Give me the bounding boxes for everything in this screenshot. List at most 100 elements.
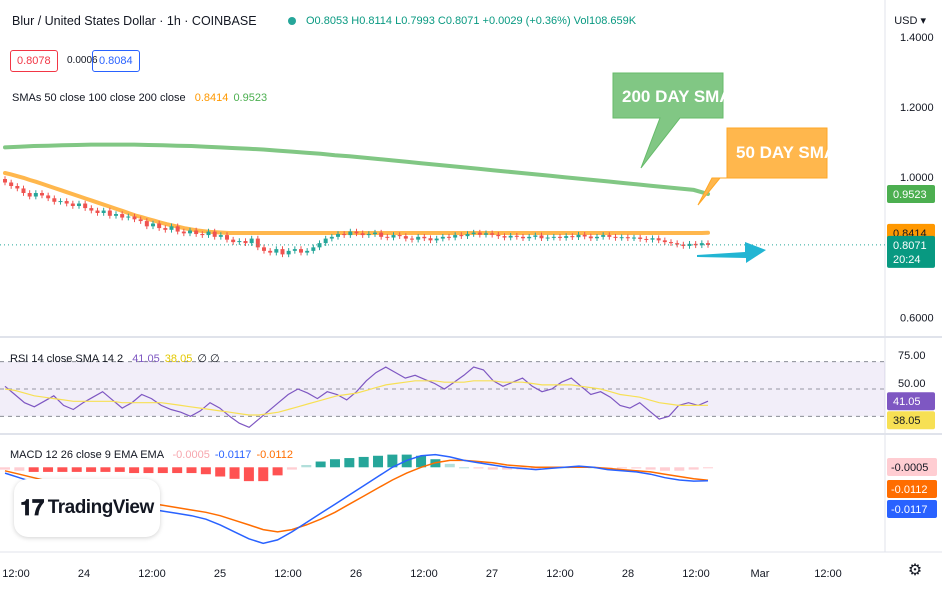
candle-body <box>527 236 532 239</box>
tradingview-mark-icon: 𝟏𝟕 <box>20 495 44 520</box>
candle-body <box>9 182 14 187</box>
candle-body <box>484 233 488 235</box>
candle-body <box>323 238 328 244</box>
candle-body <box>329 236 334 239</box>
candle-body <box>508 235 513 238</box>
candle-body <box>366 234 371 236</box>
macd-histogram-bar <box>172 467 183 474</box>
macd-histogram-bar <box>703 467 713 469</box>
candle-body <box>206 231 211 236</box>
candle-body <box>101 210 106 213</box>
candle-body <box>262 247 266 251</box>
candle-body <box>459 235 464 237</box>
spread-value: 0.0006 <box>67 55 98 66</box>
sma200-price-label: 0.9523 <box>893 189 927 201</box>
macd-histogram-bar <box>444 463 455 468</box>
macd-histogram-bar <box>315 461 326 468</box>
sma50-callout <box>697 127 828 206</box>
macd-histogram-bar <box>631 467 642 469</box>
rsi-legend[interactable]: RSI 14 close SMA 14 2 41.05 38.05 ∅ ∅ <box>10 352 220 365</box>
trend-arrow-icon <box>697 242 766 263</box>
macd-histogram-bar <box>459 467 470 469</box>
candle-body <box>21 188 26 194</box>
price-tick-label: 0.6000 <box>900 312 934 324</box>
candle-body <box>89 208 94 211</box>
candle-body <box>533 235 538 237</box>
price-tick-label: 1.4000 <box>900 32 934 44</box>
sma200-callout <box>612 72 724 169</box>
candle-body <box>243 241 248 244</box>
candle-body <box>447 236 451 238</box>
tradingview-logo[interactable]: 𝟏𝟕 TradingView <box>14 479 160 537</box>
sma200-line <box>3 142 710 196</box>
candle-body <box>95 210 100 213</box>
candle-body <box>3 178 7 183</box>
candle-body <box>385 236 390 238</box>
macd-histogram-bar <box>329 459 340 468</box>
macd-histogram-bar <box>358 456 369 468</box>
candle-body <box>83 203 88 209</box>
candle-body <box>120 214 125 218</box>
gear-icon[interactable]: ⚙ <box>907 562 923 579</box>
candle-body <box>317 243 322 248</box>
time-tick-label: 12:00 <box>2 568 30 580</box>
candle-body <box>58 201 63 203</box>
candle-body <box>699 243 704 246</box>
macd-histogram-bar <box>215 467 226 477</box>
candle-body <box>200 234 205 236</box>
symbol-title[interactable]: Blur / United States Dollar · 1h · COINB… <box>12 14 257 28</box>
ask-price-button[interactable]: 0.8084 <box>92 50 140 72</box>
rsi-legend-value: 41.05 <box>132 353 160 365</box>
candle-body <box>391 235 396 238</box>
macd-histogram-bar <box>344 458 355 468</box>
macd-histogram-bar <box>71 467 82 472</box>
macd-hist-value-label: -0.0005 <box>891 462 928 474</box>
bid-price-button[interactable]: 0.8078 <box>10 50 58 72</box>
signal-line-legend-value: -0.0112 <box>256 449 293 461</box>
macd-histogram-bar <box>186 467 197 474</box>
macd-histogram-bar <box>143 467 154 474</box>
candle-body <box>27 193 32 197</box>
macd-histogram-bar <box>530 467 541 470</box>
candle-body <box>539 235 544 239</box>
candle-body <box>360 233 365 236</box>
macd-hist-legend-value: -0.0005 <box>172 449 210 461</box>
candle-body <box>77 203 81 206</box>
rsi-value-label-bg <box>887 392 935 411</box>
candle-body <box>144 221 149 227</box>
candle-body <box>416 236 421 240</box>
candle-body <box>403 236 408 239</box>
candle-body <box>551 236 556 238</box>
sma-legend[interactable]: SMAs 50 close 100 close 200 close 0.8414… <box>12 92 267 104</box>
candle-body <box>52 198 57 202</box>
candle-body <box>465 234 470 237</box>
candle-body <box>231 239 236 243</box>
macd-histogram-bar <box>14 467 25 471</box>
candle-body <box>40 193 44 196</box>
market-status-icon <box>288 17 296 26</box>
candle-body <box>379 232 384 237</box>
candle-body <box>255 238 260 248</box>
candle-body <box>650 238 655 240</box>
candle-body <box>693 243 698 246</box>
sma-legend-label: SMAs 50 close 100 close 200 close <box>12 92 186 104</box>
rsi-sma-value-label-bg <box>887 411 935 430</box>
candle-body <box>638 237 643 239</box>
candle-body <box>410 238 414 240</box>
time-tick-label: 26 <box>350 568 362 580</box>
candle-body <box>225 235 229 240</box>
macd-histogram-bar <box>243 467 254 482</box>
candle-body <box>181 231 186 234</box>
time-tick-label: 24 <box>78 568 90 580</box>
candle-body <box>268 250 273 253</box>
candle-body <box>619 237 624 239</box>
macd-legend[interactable]: MACD 12 26 close 9 EMA EMA -0.0005 -0.01… <box>10 449 293 461</box>
sma200-callout-text: 200 DAY SMA <box>622 87 732 106</box>
time-tick-label: 28 <box>622 568 634 580</box>
candle-body <box>305 250 310 253</box>
candle-body <box>656 238 661 241</box>
currency-selector[interactable]: USD ▾ <box>894 15 926 27</box>
candle-body <box>194 230 199 235</box>
logo-text: TradingView <box>47 497 155 518</box>
